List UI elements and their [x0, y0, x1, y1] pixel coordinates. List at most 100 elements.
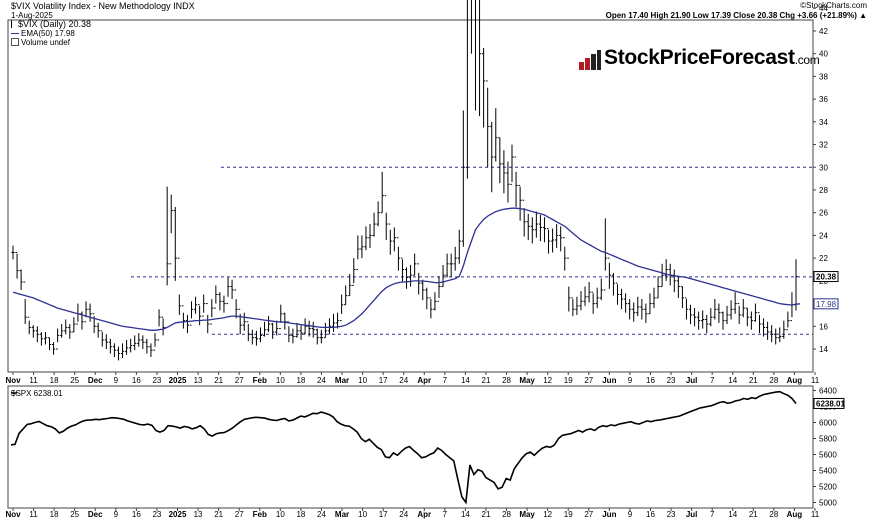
x-tick-label-lower: Nov: [5, 510, 21, 519]
x-tick-label: 24: [399, 376, 408, 385]
x-tick-label: 23: [667, 376, 676, 385]
x-tick-label-lower: Jul: [686, 510, 698, 519]
x-tick-label-lower: 18: [50, 510, 59, 519]
x-tick-label-lower: 9: [114, 510, 119, 519]
x-tick-label: 18: [296, 376, 305, 385]
x-tick-label-lower: 16: [646, 510, 655, 519]
x-tick-label-lower: Apr: [417, 510, 431, 519]
x-tick-label: 23: [152, 376, 161, 385]
ema50-line: [12, 207, 801, 331]
x-tick-label: 16: [132, 376, 141, 385]
x-tick-label-lower: 21: [214, 510, 223, 519]
spx-y-tick-label: 5600: [819, 451, 837, 460]
x-tick-label: 7: [710, 376, 715, 385]
last-price-badge: [813, 271, 839, 283]
x-tick-label-lower: 11: [29, 510, 38, 519]
x-tick-label-lower: 27: [584, 510, 593, 519]
x-tick-label-lower: 17: [379, 510, 388, 519]
last-price-label: 20.38: [816, 273, 837, 282]
ema-line-icon: [11, 33, 19, 34]
y-tick-label: 22: [819, 254, 828, 263]
x-tick-label: 9: [628, 376, 633, 385]
x-tick-label: 9: [114, 376, 119, 385]
x-tick-label-lower: 7: [443, 510, 448, 519]
spx-y-tick-label: 6400: [819, 387, 837, 396]
x-tick-label-lower: Aug: [787, 510, 803, 519]
x-tick-label-lower: 18: [296, 510, 305, 519]
ohlc-summary: Open 17.40 High 21.90 Low 17.39 Close 20…: [605, 11, 867, 20]
spx-y-tick-label: 6000: [819, 419, 837, 428]
ohlc-bar-icon: [11, 20, 16, 28]
x-tick-label: 7: [443, 376, 448, 385]
x-tick-label-lower: 28: [769, 510, 778, 519]
legend-ema: EMA(50) 17.98: [11, 29, 75, 38]
x-tick-label: 18: [50, 376, 59, 385]
price-panel-frame: [7, 19, 814, 373]
x-tick-label: 14: [728, 376, 737, 385]
x-tick-label-lower: Dec: [88, 510, 103, 519]
x-tick-label: Dec: [88, 376, 103, 385]
x-tick-label: 27: [584, 376, 593, 385]
legend-price: $VIX (Daily) 20.38: [11, 19, 91, 29]
x-tick-label-lower: 25: [70, 510, 79, 519]
logo-wordmark: StockPriceForecast.com: [604, 46, 820, 69]
spx-panel-frame: [7, 385, 814, 509]
ema-value-label: 17.98: [816, 300, 837, 309]
spx-last-label: 6238.01: [816, 399, 845, 408]
y-tick-label: 26: [819, 209, 828, 218]
y-tick-label: 42: [819, 27, 828, 36]
x-tick-label: 17: [379, 376, 388, 385]
x-tick-label: 21: [749, 376, 758, 385]
x-tick-label-lower: Mar: [335, 510, 349, 519]
x-tick-label: Feb: [253, 376, 267, 385]
x-tick-label-lower: 13: [194, 510, 203, 519]
x-tick-label-lower: 21: [749, 510, 758, 519]
x-tick-label-lower: 16: [132, 510, 141, 519]
x-tick-label: Aug: [787, 376, 803, 385]
x-tick-label: May: [519, 376, 535, 385]
x-tick-label-lower: 11: [811, 510, 820, 519]
x-tick-label: Jul: [686, 376, 698, 385]
x-tick-label-lower: 9: [628, 510, 633, 519]
x-tick-label: 10: [358, 376, 367, 385]
ema-value-badge: [813, 298, 839, 310]
stockcharts-credit: ©StockCharts.com: [800, 1, 867, 10]
x-tick-label-lower: 23: [667, 510, 676, 519]
x-tick-label: Mar: [335, 376, 349, 385]
x-tick-label-lower: Feb: [253, 510, 267, 519]
x-tick-label-lower: 2025: [169, 510, 187, 519]
x-tick-label: 10: [276, 376, 285, 385]
y-tick-label: 14: [819, 345, 828, 354]
y-tick-label: 24: [819, 231, 828, 240]
spx-y-tick-label: 5800: [819, 435, 837, 444]
x-tick-label-lower: 24: [399, 510, 408, 519]
x-tick-label: 24: [317, 376, 326, 385]
y-tick-label: 30: [819, 163, 828, 172]
bar-chart-icon: [579, 50, 601, 70]
x-tick-label-lower: 7: [710, 510, 715, 519]
x-tick-label-lower: 12: [543, 510, 552, 519]
spx-title: $SPX 6238.01: [11, 389, 63, 398]
y-tick-label: 44: [819, 4, 828, 13]
spx-last-badge: [813, 397, 845, 409]
x-tick-label-lower: 19: [564, 510, 573, 519]
x-tick-label: 13: [194, 376, 203, 385]
x-tick-label-lower: 23: [152, 510, 161, 519]
x-tick-label-lower: 28: [502, 510, 511, 519]
x-tick-label-lower: 14: [461, 510, 470, 519]
y-tick-label: 36: [819, 95, 828, 104]
x-tick-label-lower: 21: [482, 510, 491, 519]
y-tick-label: 16: [819, 322, 828, 331]
legend-volume: Volume undef: [11, 38, 70, 47]
y-tick-label: 32: [819, 141, 828, 150]
x-tick-label: 28: [502, 376, 511, 385]
x-tick-label: Nov: [5, 376, 21, 385]
x-tick-label-lower: 10: [276, 510, 285, 519]
spx-y-tick-label: 5200: [819, 483, 837, 492]
x-tick-label: Apr: [417, 376, 431, 385]
y-tick-label: 38: [819, 72, 828, 81]
x-tick-label-lower: 24: [317, 510, 326, 519]
x-tick-label-lower: Jun: [602, 510, 616, 519]
x-tick-label: 2025: [169, 376, 187, 385]
